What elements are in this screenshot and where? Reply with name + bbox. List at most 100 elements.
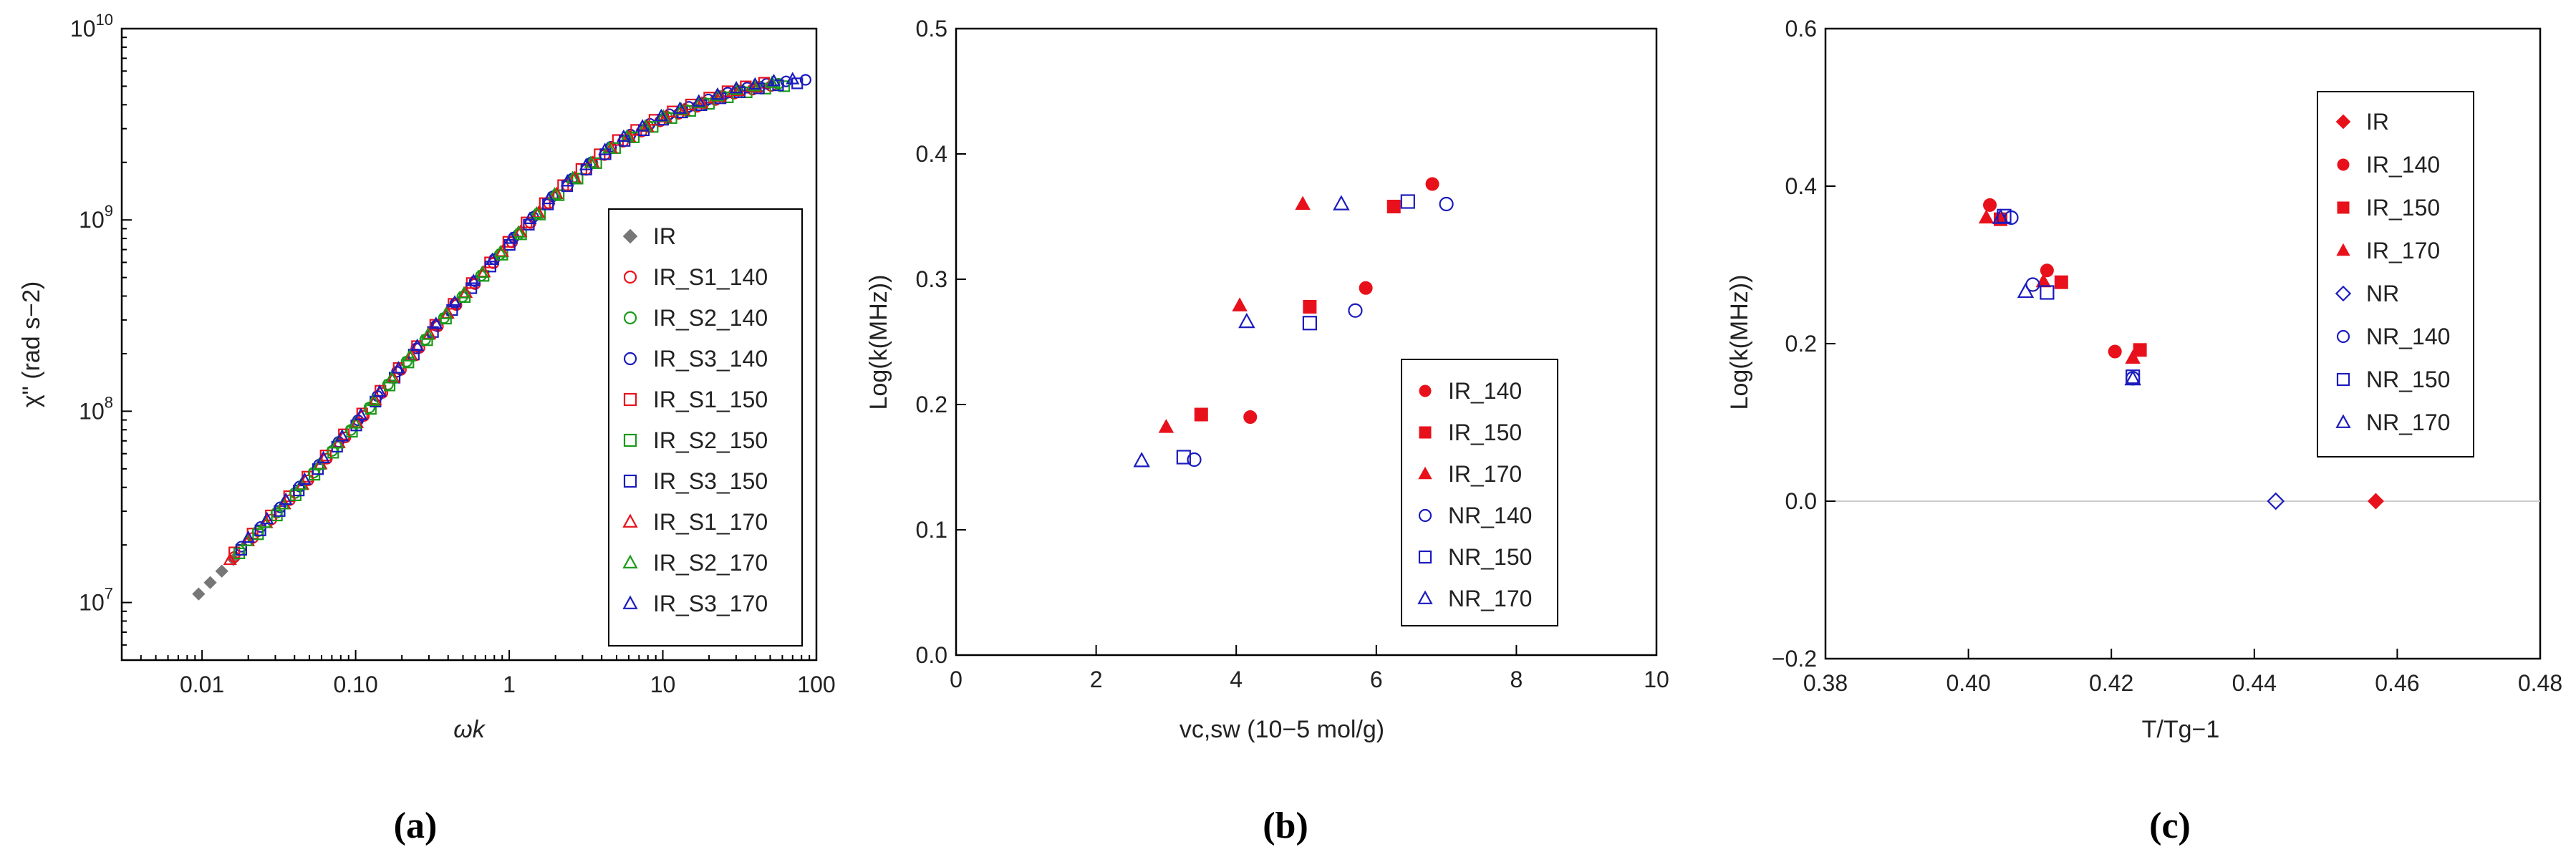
data-point [628,131,640,143]
data-point [523,211,537,224]
y-tick-label: 108 [79,393,113,424]
x-tick-label: 0.01 [180,672,224,697]
data-point [521,216,533,228]
data-point [1425,177,1439,191]
data-point [2040,263,2054,278]
data-point [402,349,417,362]
y-tick-label: 0.4 [1785,173,1817,199]
data-point [1359,281,1373,295]
data-point [547,187,562,200]
legend-marker-nr [2335,285,2352,302]
legend-label: IR_S1_150 [653,387,768,412]
data-point [571,173,584,185]
panel-b-caption: (b) [1263,805,1308,846]
data-point [2040,285,2055,300]
panel-a-marks [192,72,811,601]
legend-label: IR_S3_170 [653,591,768,616]
data-point [372,384,387,397]
data-point [2367,493,2384,510]
panel-b-axes: 0 2 4 6 8 10 0.0 0.1 0.2 0.3 0.4 0.5 [916,16,1669,692]
panel-b-y-axis-label: Log(k(MHz)) [865,275,892,410]
legend-marker-ir_170 [2336,243,2350,256]
legend-label: NR_140 [2366,324,2450,349]
x-tick-label: 0.46 [2375,670,2419,696]
legend-marker-ir_s3_150 [623,474,637,488]
data-point [2108,344,2122,359]
legend-label: IR_S2_140 [653,305,768,331]
y-tick-label: 0.5 [916,16,947,42]
data-point [778,80,791,92]
legend-label: IR_150 [1448,420,1522,445]
x-tick-label: 6 [1370,667,1383,692]
legend-marker-nr_170 [2335,414,2351,428]
panel-b-x-axis-label: vc,sw (10−5 mol/g) [1180,716,1384,743]
panel-b-legend-box [1401,359,1558,626]
x-tick-label: 0.40 [1946,670,1990,696]
panel-a-chart: 0.01 0.10 1 10 100 107 108 109 1010 ωk χ" (rad s… [18,11,836,846]
data-point [391,361,405,374]
data-point [692,94,706,107]
x-tick-label: 0.44 [2232,670,2277,696]
y-tick-label: 1010 [70,11,113,42]
legend-label: IR [2366,109,2389,135]
data-point [319,450,332,462]
legend-marker-ir_s1_170 [622,513,638,528]
data-point [410,338,425,352]
data-point [330,435,344,449]
data-point [1992,208,2010,224]
legend-label: IR_170 [1448,461,1522,487]
data-point [448,295,462,308]
panel-b-marks [1133,177,1454,468]
data-point [1232,297,1248,311]
legend-label: IR_S3_150 [653,468,768,494]
y-tick-label: −0.2 [1772,646,1817,672]
data-point [630,124,642,136]
legend-label: NR_150 [2366,367,2450,392]
data-point [598,142,612,155]
legend-label: IR_S3_140 [653,346,768,372]
legend-label: IR_S2_170 [653,550,768,576]
data-point [2054,275,2068,289]
data-point [1194,407,1208,422]
legend-marker-ir_s2_170 [622,554,638,568]
legend-marker-ir [622,228,638,244]
legend-label: IR [653,223,676,249]
y-tick-label: 0.4 [916,141,947,167]
panel-a-legend: IR IR_S1_140 IR_S2_140 IR_S3_140 IR_S1_150 IR… [608,208,803,647]
legend-label: NR_140 [1448,503,1532,528]
data-point [366,393,381,407]
panel-a-plot-frame [120,27,818,662]
legend-marker-ir_s1_140 [623,270,637,284]
data-point [767,74,781,87]
legend-label: NR_150 [1448,544,1532,570]
panel-b-plot-frame [955,27,1658,657]
data-point [1348,303,1363,318]
y-tick-label: 0.1 [916,517,947,543]
legend-label: IR_S1_170 [653,509,768,535]
y-tick-label: 0.0 [1785,488,1817,514]
data-point [617,129,631,142]
legend-label: IR_140 [1448,378,1522,404]
x-tick-label: 0.10 [333,672,377,697]
data-point [1400,194,1415,209]
data-point [710,87,725,100]
legend-label: NR_170 [1448,586,1532,611]
x-tick-label: 10 [1644,667,1669,692]
panel-c-legend: IR IR_140 IR_150 IR_170 NR NR_140 NR_150 NR_170 [2317,91,2474,457]
data-point [560,174,574,187]
legend-marker-ir_s2_140 [623,311,637,325]
data-point [1978,209,1994,224]
y-tick-label: 109 [79,202,113,233]
legend-marker-ir_s3_140 [623,352,637,366]
y-tick-label: 0.2 [1785,331,1817,357]
data-point [279,492,293,505]
x-tick-label: 10 [650,672,676,697]
data-point [1295,195,1311,210]
data-point [647,121,659,133]
legend-marker-nr_150 [2336,372,2350,387]
data-point [348,416,362,429]
panel-a-caption: (a) [394,805,438,846]
legend-marker-nr_170 [1417,590,1433,604]
x-tick-label: 8 [1510,667,1523,692]
data-point [523,218,535,231]
